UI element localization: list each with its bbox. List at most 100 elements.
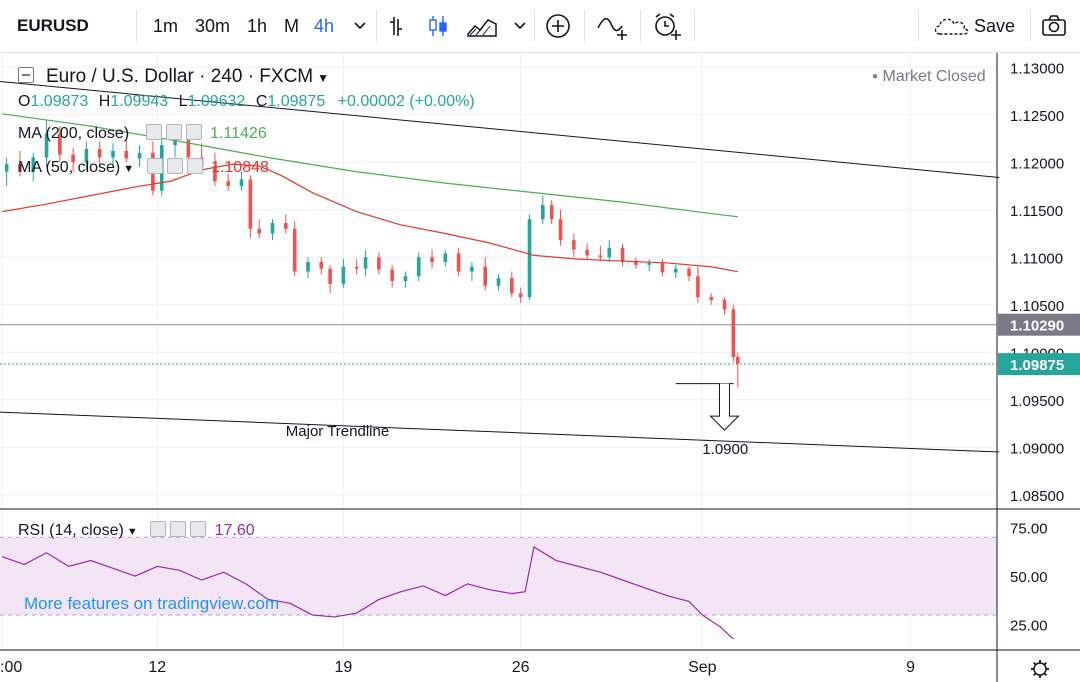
candle — [558, 209, 563, 246]
candle-body — [354, 266, 359, 269]
candle — [226, 173, 231, 191]
candle — [31, 152, 36, 182]
chevron-down-icon[interactable] — [506, 12, 534, 40]
y-tick-label: 1.11000 — [1010, 250, 1063, 267]
candle-body — [292, 228, 297, 272]
candle — [518, 287, 523, 303]
interval-1h[interactable]: 1h — [247, 16, 268, 36]
chevron-down-icon[interactable]: ▼ — [126, 526, 138, 538]
market-status: ● Market Closed — [872, 68, 986, 85]
watermark-text[interactable]: More features on tradingview.com — [24, 594, 280, 613]
high-value: 1.09943 — [110, 93, 169, 110]
candle — [722, 297, 727, 315]
candle — [456, 247, 461, 277]
candle — [572, 233, 576, 258]
candle-body — [213, 166, 217, 182]
save-button[interactable]: Save — [974, 16, 1016, 36]
annotation-label: 1.0900 — [702, 441, 748, 458]
candle-body — [319, 262, 324, 269]
interval-month[interactable]: M — [284, 16, 299, 36]
candle-body — [731, 309, 736, 357]
candle — [341, 259, 346, 288]
rsi-line — [2, 545, 734, 640]
bar-chart-icon[interactable] — [386, 12, 414, 40]
interval-1m[interactable]: 1m — [153, 16, 179, 36]
toolbar-divider — [640, 10, 641, 42]
candle-body — [239, 179, 244, 186]
chart-canvas[interactable]: Major Trendline 1.0900 1.13000 1.12500 1.12… — [0, 53, 1080, 682]
interval-30m[interactable]: 30m — [195, 16, 231, 36]
candle — [354, 259, 359, 275]
chevron-down-icon[interactable] — [346, 12, 374, 40]
ma50-value: 1.10848 — [211, 159, 269, 176]
candle — [430, 249, 434, 269]
price-label-box — [998, 313, 1080, 336]
candle — [549, 200, 554, 224]
rsi-tick-label: 50.00 — [1010, 569, 1048, 586]
gear-icon[interactable] — [166, 158, 183, 174]
toolbar-divider — [584, 10, 585, 42]
eye-icon[interactable] — [146, 158, 163, 174]
candle-body — [18, 164, 22, 172]
market-status-text: Market Closed — [882, 68, 986, 85]
candle — [284, 214, 288, 234]
candle-body — [673, 268, 678, 273]
eye-icon[interactable] — [150, 521, 167, 537]
y-tick-label: 1.09000 — [1010, 440, 1064, 457]
candle — [470, 262, 474, 281]
candle-body — [328, 268, 332, 284]
candles-icon[interactable] — [424, 12, 452, 40]
open-value: 1.09873 — [30, 93, 89, 110]
candle — [687, 266, 691, 281]
plus-circle-icon[interactable] — [544, 12, 572, 40]
ma50-line — [2, 163, 738, 273]
close-icon[interactable] — [186, 158, 203, 174]
candle-body — [496, 278, 501, 286]
candle-body — [518, 293, 523, 298]
symbol-search[interactable]: EURUSD — [17, 16, 89, 35]
price-label-text: 1.09875 — [1010, 357, 1064, 374]
close-icon[interactable] — [190, 521, 207, 537]
chevron-down-icon[interactable]: ▼ — [123, 163, 135, 175]
candle-body — [58, 133, 62, 155]
price-label-box — [998, 353, 1080, 376]
candle-body — [390, 269, 394, 281]
collapse-icon[interactable] — [18, 67, 34, 83]
overlay-lines: Major Trendline 1.0900 — [0, 81, 1000, 458]
candle-body — [660, 262, 665, 273]
candle — [213, 152, 217, 186]
candle-body — [647, 262, 651, 265]
ma50-label: MA (50, close) — [18, 159, 121, 176]
candle-body — [84, 148, 89, 163]
gear-icon — [1031, 660, 1049, 678]
candle-body — [430, 257, 434, 262]
low-value: 1.09632 — [187, 93, 246, 110]
candle — [71, 148, 75, 172]
candle-body — [403, 276, 408, 281]
area-chart-icon[interactable] — [466, 12, 497, 40]
camera-icon[interactable] — [1040, 12, 1068, 40]
gear-icon[interactable] — [170, 521, 187, 537]
toolbar-divider — [136, 10, 137, 42]
candle-body — [620, 247, 625, 262]
close-icon[interactable] — [185, 124, 202, 140]
candle-body — [186, 138, 191, 158]
y-tick-label: 1.13000 — [1010, 60, 1064, 77]
candle-body — [284, 223, 288, 229]
chevron-down-icon[interactable]: ▼ — [317, 71, 330, 85]
gear-icon[interactable] — [165, 124, 182, 140]
y-tick-label: 1.12000 — [1010, 155, 1064, 172]
eye-icon[interactable] — [145, 124, 162, 140]
ma200-value: 1.11426 — [210, 125, 267, 142]
candle — [443, 249, 448, 267]
candle-body — [598, 255, 603, 258]
candle — [270, 219, 275, 241]
candle — [390, 264, 394, 288]
candle — [4, 157, 9, 186]
candle-body — [541, 205, 545, 220]
compare-icon[interactable] — [596, 12, 627, 40]
cloud-icon[interactable] — [932, 12, 972, 40]
candle-body — [509, 278, 514, 294]
alarm-icon[interactable] — [652, 12, 681, 40]
interval-4h[interactable]: 4h — [314, 16, 335, 36]
